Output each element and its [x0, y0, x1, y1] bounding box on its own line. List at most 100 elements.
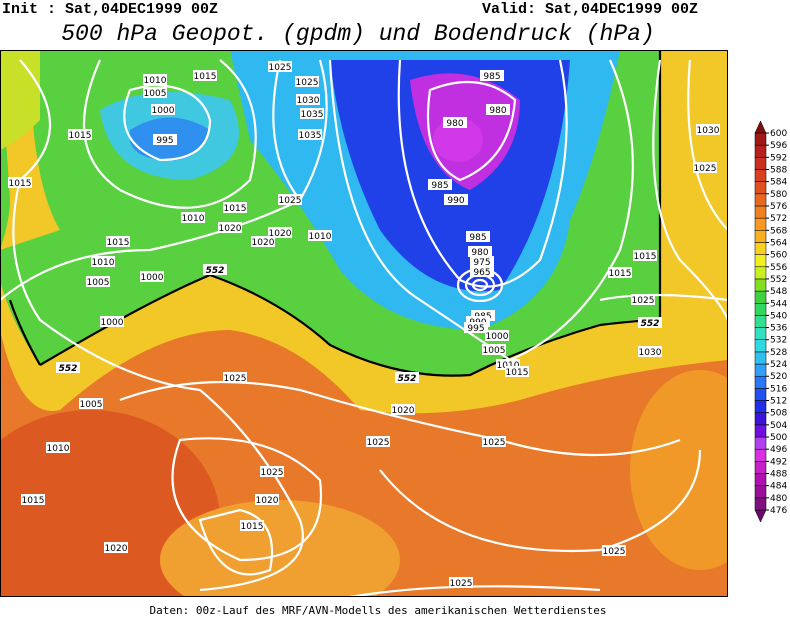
isobar-label: 1000: [101, 318, 124, 328]
isobar-label: 1020: [256, 496, 279, 506]
isobar-label: 980: [489, 106, 506, 116]
isobar-label: 1015: [194, 72, 217, 82]
isobar-label-bg: [300, 108, 324, 119]
color-swatch: [754, 315, 767, 328]
isobar-label-bg: [486, 104, 510, 115]
isobar-label-bg: [268, 227, 292, 238]
isobar-label-bg: [696, 124, 720, 135]
isobar-label: 1025: [367, 438, 390, 448]
isobar-label: 985: [431, 181, 448, 191]
isobar-label-bg: [91, 256, 115, 267]
isobar-label: 1025: [296, 78, 319, 88]
color-swatch: [754, 157, 767, 170]
isobar-label-bg: [638, 346, 662, 357]
color-swatch: [754, 461, 767, 474]
isobar-label-bg: [631, 294, 655, 305]
isobar-label-bg: [223, 202, 247, 213]
isobar-label: 980: [471, 248, 488, 258]
colorbar-label: 572: [770, 214, 787, 224]
height-label: 552: [641, 319, 660, 329]
color-swatch: [754, 388, 767, 401]
color-swatch: [754, 169, 767, 182]
colorbar-label: 484: [770, 482, 787, 492]
isobar-label: 995: [467, 324, 484, 334]
isobar-label: 985: [469, 233, 486, 243]
isobar-label-bg: [68, 129, 92, 140]
isobar-label: 1025: [224, 374, 247, 384]
isobar-label: 1015: [107, 238, 130, 248]
isobar-label-bg: [470, 256, 494, 267]
isobar-label: 1000: [486, 332, 509, 342]
color-swatch: [754, 181, 767, 195]
isobar-label: 1015: [224, 204, 247, 214]
color-swatch: [754, 424, 767, 438]
isobar-label-bg: [104, 542, 128, 553]
colorbar-label: 496: [770, 445, 787, 455]
isobar-label-bg: [466, 231, 490, 242]
isobar-label-bg: [193, 70, 217, 81]
color-swatch: [754, 242, 767, 255]
isobar-label: 985: [483, 72, 500, 82]
isobar-label-bg: [268, 61, 292, 72]
isobar-label-bg: [366, 436, 390, 447]
isobar-label: 1015: [634, 252, 657, 262]
isobar-label-bg: [391, 404, 415, 415]
isobar-label: 1005: [87, 278, 110, 288]
height-label-bg: [395, 372, 419, 383]
valid-time: Valid: Sat,04DEC1999 00Z: [482, 1, 698, 18]
color-swatch: [754, 193, 767, 207]
colorbar-label: 488: [770, 470, 787, 480]
isobar-label: 1025: [483, 438, 506, 448]
isobar-label-bg: [106, 236, 130, 247]
color-swatch: [754, 485, 767, 499]
color-swatch: [754, 339, 767, 353]
isobar-label: 1010: [47, 444, 70, 454]
isobar-label-bg: [21, 494, 45, 505]
isobar-label-bg: [464, 322, 488, 333]
isobar-label: 1015: [9, 179, 32, 189]
color-swatch: [754, 497, 767, 511]
title: 500 hPa Geopot. (gpdm) und Bodendruck (h…: [61, 21, 655, 47]
color-swatch: [754, 448, 767, 462]
isobar-label: 1025: [261, 468, 284, 478]
color-swatch: [754, 473, 767, 486]
colorbar-label: 560: [770, 251, 787, 261]
isobar-label: 1005: [144, 89, 167, 99]
footer: Daten: 00z-Lauf des MRF/AVN-Modells des …: [150, 604, 607, 617]
color-swatch: [754, 375, 767, 389]
isobar-label: 1005: [80, 400, 103, 410]
isobar-label: 1000: [152, 106, 175, 116]
colorbar-label: 524: [770, 360, 787, 370]
isobar-label: 1020: [105, 544, 128, 554]
isobar-label-bg: [181, 212, 205, 223]
isobar-label-bg: [449, 577, 473, 588]
colorbar-label: 556: [770, 263, 787, 273]
color-swatch: [754, 436, 767, 450]
warm-ridge: [630, 370, 728, 570]
colorbar-label: 532: [770, 336, 787, 346]
isobar-label: 1015: [69, 131, 92, 141]
color-swatch: [754, 266, 767, 280]
isobar-label-bg: [482, 436, 506, 447]
color-swatch: [754, 351, 767, 365]
colorbar-label: 548: [770, 287, 787, 297]
color-swatch: [754, 400, 767, 413]
isobar-label-bg: [608, 267, 632, 278]
contour-labels: 1015101010051000995101510151025102510301…: [8, 61, 720, 589]
isobar-label-bg: [86, 276, 110, 287]
isobar-label: 1015: [241, 522, 264, 532]
height-label-bg: [203, 264, 227, 275]
isobar-label: 1025: [694, 164, 717, 174]
colorbar-label: 564: [770, 238, 787, 248]
isobar-label-bg: [153, 134, 177, 145]
colorbar-label: 512: [770, 397, 787, 407]
isobar-label: 1015: [22, 496, 45, 506]
isobar-label: 1005: [483, 346, 506, 356]
height-label-bg: [56, 362, 80, 373]
colorbar-label: 568: [770, 226, 787, 236]
isobar-label: 1025: [450, 579, 473, 589]
isobar-label: 1020: [252, 238, 275, 248]
color-swatch: [754, 278, 767, 292]
isobar-label: 980: [446, 119, 463, 129]
isobar-label-bg: [143, 74, 167, 85]
